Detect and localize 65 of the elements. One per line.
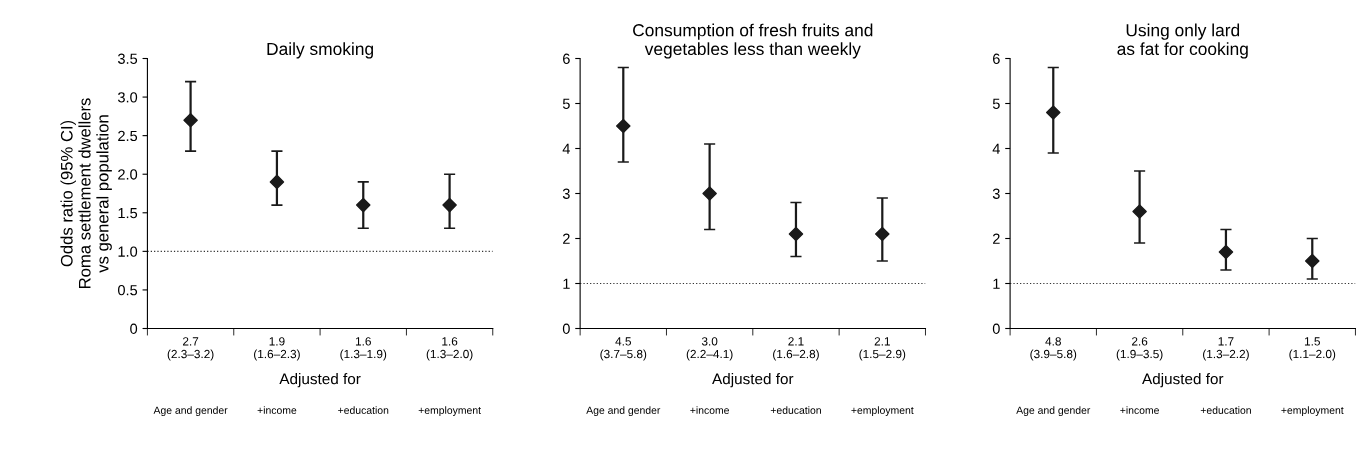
x-tick-label: +income (1120, 406, 1159, 414)
data-label: 1.9 (1.6–2.3) (254, 337, 300, 361)
y-tick-label: 5 (562, 98, 570, 109)
chart-title: Consumption of fresh fruits and vegetables less than weekly (633, 23, 873, 59)
point (788, 226, 804, 242)
data-label: 4.5 (3.7–5.8) (600, 337, 647, 361)
y-tick-label: 1.5 (118, 208, 138, 219)
x-tick-label: +education (770, 406, 821, 414)
point (1218, 244, 1234, 260)
y-tick-label: 5 (992, 98, 1000, 109)
y-tick-label: 0.5 (118, 285, 138, 296)
data-label: 1.6 (1.3–2.0) (426, 337, 473, 361)
y-axis-title: Odds ratio (95% CI) Roma settlement dwellers vs general population (60, 98, 112, 288)
point (875, 226, 890, 242)
point (269, 174, 285, 190)
y-tick-label: 0 (130, 323, 138, 334)
data-label: 2.6 (1.9–3.5) (1116, 337, 1163, 361)
data-label: 1.7 (1.3–2.2) (1203, 337, 1249, 361)
x-tick-label: +education (338, 406, 389, 414)
y-tick-label: 3 (562, 188, 570, 199)
y-tick-label: 2.0 (118, 169, 138, 180)
x-tick-label: Age and gender (1016, 406, 1091, 416)
y-tick-label: 3.5 (117, 53, 138, 64)
x-tick-label: +income (257, 406, 297, 414)
x-axis-title: Adjusted for (1142, 373, 1224, 388)
x-axis-title: Adjusted for (279, 373, 361, 388)
y-tick-label: 3 (992, 188, 1000, 199)
x-tick-label: Age and gender (153, 406, 228, 416)
x-tick-label: +employment (851, 406, 914, 416)
y-tick-label: 6 (993, 53, 1000, 64)
y-tick-label: 4 (562, 143, 570, 154)
x-axis-title: Adjusted for (712, 373, 794, 388)
data-label: 3.0 (2.2–4.1) (686, 337, 733, 361)
x-tick-label: Age and gender (586, 406, 661, 416)
y-tick-label: 0 (992, 323, 1000, 334)
point (702, 186, 717, 201)
x-tick-label: +education (1200, 406, 1251, 414)
y-tick-label: 1.0 (118, 246, 138, 257)
data-label: 1.5 (1.1–2.0) (1289, 337, 1336, 361)
y-tick-label: 2.5 (118, 130, 138, 142)
data-label: 4.8 (3.9–5.8) (1030, 337, 1077, 361)
data-label: 2.1 (1.6–2.8) (773, 337, 819, 361)
point (442, 197, 457, 213)
y-tick-label: 2 (563, 233, 570, 244)
x-tick-label: +employment (1281, 406, 1344, 416)
y-tick-label: 0 (562, 323, 570, 334)
point (1132, 204, 1147, 219)
chart-title: Using only lard as fat for cooking (1117, 23, 1248, 59)
point (1045, 105, 1061, 120)
y-tick-label: 1 (563, 278, 570, 289)
x-tick-label: +income (690, 406, 729, 414)
data-label: 1.6 (1.3–1.9) (340, 337, 387, 361)
y-tick-label: 3.0 (117, 92, 138, 103)
data-label: 2.1 (1.5–2.9) (859, 337, 906, 361)
point (183, 112, 198, 128)
y-tick-label: 6 (563, 53, 570, 64)
y-tick-label: 1 (993, 278, 1000, 289)
chart-title: Daily smoking (267, 42, 373, 59)
data-label: 2.7 (2.3–3.2) (167, 337, 214, 361)
x-tick-label: +employment (418, 406, 481, 416)
point (1304, 253, 1320, 269)
point (355, 197, 371, 213)
point (616, 118, 631, 134)
y-tick-label: 2 (993, 233, 1000, 244)
y-tick-label: 4 (992, 143, 1000, 154)
